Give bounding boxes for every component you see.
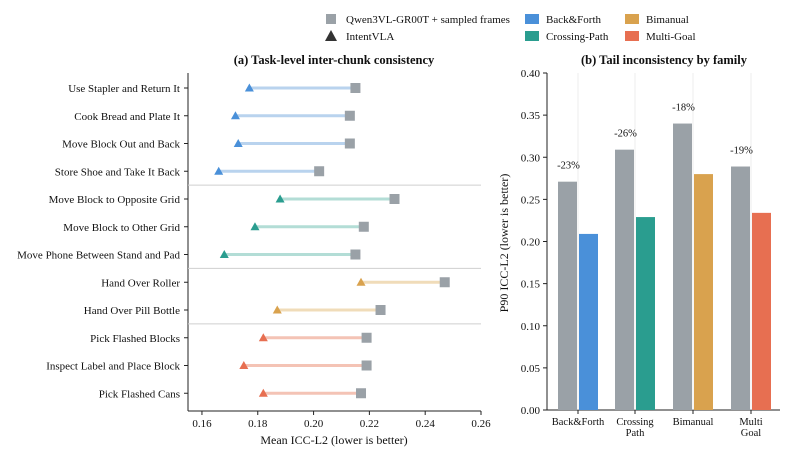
panel-b-y-tick-label: 0.00 (521, 405, 541, 417)
panel-a-task-label: Pick Flashed Cans (99, 388, 180, 400)
panel-a-intentvla-marker (258, 388, 268, 397)
panel-a-baseline-marker (356, 388, 367, 399)
legend-label: Qwen3VL-GR00T + sampled frames (346, 14, 510, 26)
panel-b-intentvla-bar (636, 217, 655, 410)
panel-a-plot-area: 0.16 0.18 0.20 0.22 0.24 0.26 Use Stapler and … (17, 73, 491, 430)
panel-b-category-label: Bimanual (673, 417, 714, 428)
panel-b-category-label: Path (626, 428, 645, 439)
panel-a-task-label: Store Shoe and Take It Back (55, 166, 181, 178)
panel-a-baseline-marker (439, 277, 450, 288)
legend-marker-triangle (325, 30, 337, 41)
panel-b-title: (b) Tail inconsistency by family (581, 53, 748, 67)
panel-a-task-label: Hand Over Pill Bottle (84, 305, 180, 317)
panel-b-baseline-bar (615, 149, 634, 411)
panel-a-task-label: Cook Bread and Plate It (74, 111, 180, 123)
panel-b-bar-chart: (b) Tail inconsistency by family P90 ICC… (497, 53, 780, 439)
panel-a-intentvla-marker (275, 194, 285, 203)
panel-b-category-label: Crossing (616, 417, 654, 428)
panel-a-intentvla-marker (219, 250, 229, 258)
panel-a-task-label: Move Phone Between Stand and Pad (17, 250, 180, 262)
legend-label: IntentVLA (346, 31, 394, 43)
panel-a-intentvla-marker (250, 222, 260, 231)
panel-b-reduction-label: -23% (557, 161, 580, 172)
panel-a-title: (a) Task-level inter-chunk consistency (234, 53, 435, 67)
panel-b-ylabel: P90 ICC-L2 (lower is better) (497, 174, 511, 313)
panel-a-x-tick-label: 0.20 (304, 418, 324, 430)
legend-color-patch (525, 14, 539, 24)
panel-b-y-tick-label: 0.25 (521, 194, 541, 206)
panel-a-intentvla-marker (244, 83, 254, 92)
panel-a-intentvla-marker (233, 139, 243, 147)
legend: Qwen3VL-GR00T + sampled frames IntentVLA B… (325, 14, 696, 43)
panel-a-x-tick-label: 0.18 (248, 418, 268, 430)
panel-b-y-tick-label: 0.20 (521, 237, 541, 249)
panel-a-baseline-marker (350, 249, 361, 260)
panel-a-x-tick-label: 0.24 (416, 418, 436, 430)
panel-a-baseline-marker (389, 194, 400, 204)
panel-a-baseline-marker (358, 221, 369, 232)
panel-b-reduction-label: -19% (730, 146, 753, 157)
panel-a-baseline-marker (314, 166, 325, 177)
legend-label: Back&Forth (546, 14, 601, 26)
panel-b-y-tick-label: 0.15 (521, 279, 541, 291)
legend-color-patch (625, 14, 639, 24)
panel-b-baseline-bar (731, 166, 750, 410)
panel-b-intentvla-bar (752, 212, 771, 410)
panel-a-intentvla-marker (272, 305, 282, 314)
panel-a-task-label: Pick Flashed Blocks (90, 333, 180, 345)
legend-label: Bimanual (646, 14, 689, 26)
panel-b-y-tick-label: 0.30 (521, 152, 541, 164)
panel-a-x-tick-label: 0.22 (360, 418, 379, 430)
panel-a-intentvla-marker (214, 166, 224, 175)
legend-color-patch (625, 31, 639, 41)
panel-a-task-label: Hand Over Roller (101, 277, 180, 289)
panel-b-y-tick-label: 0.10 (521, 321, 541, 333)
legend-label: Multi-Goal (646, 31, 696, 43)
panel-a-baseline-marker (350, 83, 361, 93)
panel-a-task-label: Move Block to Opposite Grid (49, 194, 181, 206)
panel-a-baseline-marker (375, 305, 386, 315)
panel-a-xlabel: Mean ICC-L2 (lower is better) (260, 433, 407, 447)
panel-a-intentvla-marker (356, 277, 366, 286)
legend-marker-square (326, 14, 336, 24)
panel-a-x-tick-label: 0.26 (471, 418, 491, 430)
panel-a-baseline-marker (361, 332, 372, 343)
panel-b-category-label: Back&Forth (552, 417, 605, 428)
panel-a-baseline-marker (361, 360, 372, 371)
legend-label: Crossing-Path (546, 31, 609, 43)
panel-b-intentvla-bar (579, 233, 598, 410)
panel-b-category-label: Goal (741, 428, 761, 439)
panel-b-category-label: Multi (739, 417, 762, 428)
panel-b-y-tick-label: 0.05 (521, 363, 541, 375)
panel-b-reduction-label: -18% (672, 103, 695, 114)
panel-a-dumbbell-chart: (a) Task-level inter-chunk consistency M… (17, 53, 491, 447)
panel-a-intentvla-marker (230, 111, 240, 120)
panel-b-intentvla-bar (694, 174, 713, 410)
panel-a-baseline-marker (344, 110, 355, 121)
panel-b-baseline-bar (673, 123, 692, 411)
panel-a-intentvla-marker (239, 361, 249, 369)
panel-b-baseline-bar (558, 181, 577, 410)
panel-a-intentvla-marker (258, 333, 268, 342)
panel-a-task-label: Use Stapler and Return It (68, 83, 180, 95)
legend-color-patch (525, 31, 539, 41)
panel-b-plot-area: 0.00 0.05 0.10 0.15 0.20 0.25 0.30 0.35 0.40 -23%… (521, 68, 780, 439)
panel-a-baseline-marker (344, 138, 355, 149)
panel-a-task-label: Move Block to Other Grid (63, 222, 180, 234)
panel-b-y-tick-label: 0.40 (521, 68, 541, 80)
panel-a-task-label: Move Block Out and Back (62, 139, 180, 151)
panel-a-task-label: Inspect Label and Place Block (46, 361, 180, 373)
panel-a-x-tick-label: 0.16 (192, 418, 212, 430)
panel-b-y-tick-label: 0.35 (521, 110, 541, 122)
panel-b-reduction-label: -26% (614, 129, 637, 140)
